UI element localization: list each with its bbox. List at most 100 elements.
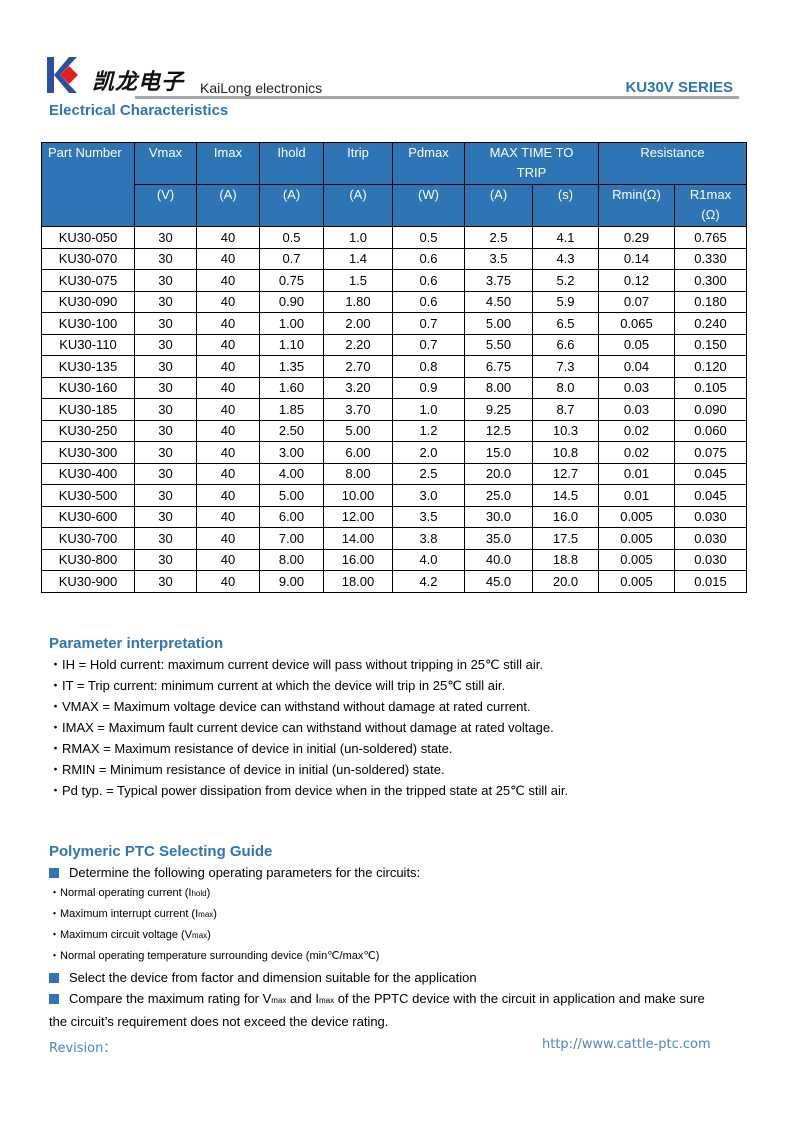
step-1: Determine the following operating parame… [69, 865, 421, 880]
table-cell: 0.030 [674, 548, 747, 571]
table-cell: KU30-250 [41, 419, 135, 442]
param-item: ・IH = Hold current: maximum current devi… [49, 657, 543, 672]
table-cell: 40 [196, 462, 260, 485]
table-cell: 0.120 [674, 355, 747, 378]
table-cell: 45.0 [464, 570, 533, 593]
table-cell: 40 [196, 333, 260, 356]
table-cell: 6.00 [259, 505, 324, 528]
header-r1max: R1max (Ω) [674, 184, 747, 227]
step-3: Compare the maximum rating for Vmax and … [49, 988, 759, 1011]
table-cell: 30 [134, 548, 197, 571]
square-bullet-icon [49, 868, 59, 878]
table-cell: 3.5 [392, 505, 465, 528]
table-cell: 5.50 [464, 333, 533, 356]
table-cell: 2.5 [464, 226, 533, 249]
table-cell: 0.300 [674, 269, 747, 292]
param-item: ・RMAX = Maximum resistance of device in … [49, 741, 453, 756]
unit-a: (A) [323, 184, 393, 227]
table-cell: 8.00 [259, 548, 324, 571]
table-cell: 6.00 [323, 441, 393, 464]
table-cell: 40 [196, 269, 260, 292]
table-cell: 0.07 [598, 290, 675, 313]
table-cell: 0.030 [674, 527, 747, 550]
table-cell: 0.8 [392, 355, 465, 378]
table-cell: KU30-160 [41, 376, 135, 399]
table-cell: 0.7 [392, 333, 465, 356]
table-cell: 8.0 [532, 376, 599, 399]
table-cell: 8.00 [464, 376, 533, 399]
header-imax: Imax [196, 142, 260, 185]
table-cell: 0.7 [259, 247, 324, 270]
table-cell: 25.0 [464, 484, 533, 507]
table-cell: 0.75 [259, 269, 324, 292]
table-cell: 0.05 [598, 333, 675, 356]
header-itrip: Itrip [323, 142, 393, 185]
sub-item: ・Normal operating temperature surroundin… [49, 950, 380, 962]
table-cell: 1.80 [323, 290, 393, 313]
table-cell: 10.00 [323, 484, 393, 507]
step-3-cont: the circuit’s requirement does not excee… [49, 1014, 389, 1029]
header-pdmax: Pdmax [392, 142, 465, 185]
table-cell: 12.5 [464, 419, 533, 442]
table-cell: 30 [134, 570, 197, 593]
header-divider [135, 96, 739, 99]
table-cell: 1.4 [323, 247, 393, 270]
table-cell: 0.14 [598, 247, 675, 270]
table-cell: 3.0 [392, 484, 465, 507]
param-item: ・IT = Trip current: minimum current at w… [49, 678, 506, 693]
table-cell: 6.75 [464, 355, 533, 378]
param-item: ・IMAX = Maximum fault current device can… [49, 720, 554, 735]
table-cell: 10.3 [532, 419, 599, 442]
table-row: KU30-600 30 40 6.00 12.00 3.5 30.0 16.0 0.005 0.0… [41, 505, 747, 528]
logo-chinese-text: 凯龙电子 [92, 69, 185, 95]
table-cell: 30.0 [464, 505, 533, 528]
table-cell: 5.00 [259, 484, 324, 507]
electrical-characteristics-table: Part Number Vmax Imax Ihold Itrip Pdmax … [41, 142, 747, 593]
table-cell: 1.85 [259, 398, 324, 421]
table-row: KU30-100 30 40 1.00 2.00 0.7 5.00 6.5 0.065 0.240 [41, 312, 747, 335]
table-cell: 40 [196, 290, 260, 313]
table-cell: 5.00 [323, 419, 393, 442]
table-row: KU30-070 30 40 0.7 1.4 0.6 3.5 4.3 0.14 0.330 [41, 247, 747, 270]
table-cell: 17.5 [532, 527, 599, 550]
param-item: ・VMAX = Maximum voltage device can withs… [49, 699, 531, 714]
table-cell: 0.5 [259, 226, 324, 249]
table-cell: 4.0 [392, 548, 465, 571]
table-cell: KU30-600 [41, 505, 135, 528]
table-cell: 0.29 [598, 226, 675, 249]
table-cell: 5.2 [532, 269, 599, 292]
table-cell: 3.70 [323, 398, 393, 421]
website-link[interactable]: http://www.cattle-ptc.com [542, 1037, 711, 1052]
table-cell: 40 [196, 226, 260, 249]
table-cell: 30 [134, 527, 197, 550]
table-row: KU30-090 30 40 0.90 1.80 0.6 4.50 5.9 0.07 0.180 [41, 290, 747, 313]
table-cell: 3.75 [464, 269, 533, 292]
table-cell: 1.00 [259, 312, 324, 335]
table-row: KU30-250 30 40 2.50 5.00 1.2 12.5 10.3 0.02 0.060 [41, 419, 747, 442]
table-cell: 3.00 [259, 441, 324, 464]
table-row: KU30-135 30 40 1.35 2.70 0.8 6.75 7.3 0.04 0.120 [41, 355, 747, 378]
table-cell: 30 [134, 441, 197, 464]
table-cell: 8.7 [532, 398, 599, 421]
unit-s: (s) [532, 184, 599, 227]
brand-name: KaiLong electronics [200, 80, 323, 96]
table-cell: 30 [134, 419, 197, 442]
table-cell: 0.01 [598, 462, 675, 485]
table-cell: KU30-300 [41, 441, 135, 464]
table-cell: 0.015 [674, 570, 747, 593]
table-cell: 12.7 [532, 462, 599, 485]
table-cell: 20.0 [532, 570, 599, 593]
table-cell: 0.065 [598, 312, 675, 335]
table-cell: 16.0 [532, 505, 599, 528]
table-cell: 0.03 [598, 398, 675, 421]
square-bullet-icon [49, 994, 59, 1004]
table-cell: 40 [196, 376, 260, 399]
table-cell: 0.765 [674, 226, 747, 249]
table-cell: 30 [134, 376, 197, 399]
table-cell: 3.8 [392, 527, 465, 550]
table-cell: 30 [134, 484, 197, 507]
table-cell: KU30-700 [41, 527, 135, 550]
table-cell: 14.5 [532, 484, 599, 507]
table-cell: 6.5 [532, 312, 599, 335]
